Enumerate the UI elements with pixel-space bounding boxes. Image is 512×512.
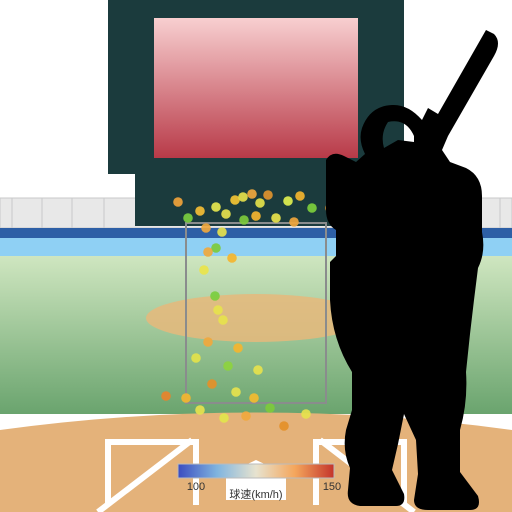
legend-colorbar <box>178 464 334 478</box>
pitch-point <box>301 409 311 419</box>
pitch-point <box>223 361 233 371</box>
pitch-point <box>203 337 213 347</box>
pitch-point <box>217 227 227 237</box>
pitch-point <box>181 393 191 403</box>
pitch-point <box>265 403 275 413</box>
legend-label: 球速(km/h) <box>229 487 282 501</box>
legend-tick: 150 <box>323 481 341 493</box>
pitch-point <box>238 192 248 202</box>
legend-tick: 100 <box>187 481 205 493</box>
pitch-point <box>283 196 293 206</box>
pitch-point <box>195 206 205 216</box>
pitch-point <box>295 191 305 201</box>
pitch-point <box>227 253 237 263</box>
pitch-point <box>307 203 317 213</box>
pitch-point <box>251 211 261 221</box>
scoreboard-screen <box>154 18 358 158</box>
pitch-point <box>210 291 220 301</box>
pitch-point <box>221 209 231 219</box>
pitch-point <box>195 405 205 415</box>
pitch-point <box>183 213 193 223</box>
pitch-point <box>203 247 213 257</box>
pitch-point <box>239 215 249 225</box>
pitch-point <box>231 387 241 397</box>
pitch-point <box>233 343 243 353</box>
pitch-point <box>218 315 228 325</box>
pitch-point <box>247 189 257 199</box>
pitch-point <box>249 393 259 403</box>
pitch-point <box>271 213 281 223</box>
pitch-point <box>255 198 265 208</box>
pitch-point <box>279 421 289 431</box>
pitch-point <box>191 353 201 363</box>
pitch-point <box>207 379 217 389</box>
pitch-point <box>161 391 171 401</box>
pitch-point <box>219 413 229 423</box>
pitch-point <box>253 365 263 375</box>
pitch-point <box>211 202 221 212</box>
pitch-location-chart: 100 150 球速(km/h) <box>0 0 512 512</box>
pitch-point <box>289 217 299 227</box>
pitch-point <box>201 223 211 233</box>
pitch-point <box>263 190 273 200</box>
pitch-point <box>241 411 251 421</box>
pitch-point <box>199 265 209 275</box>
pitch-point <box>173 197 183 207</box>
pitch-point <box>213 305 223 315</box>
